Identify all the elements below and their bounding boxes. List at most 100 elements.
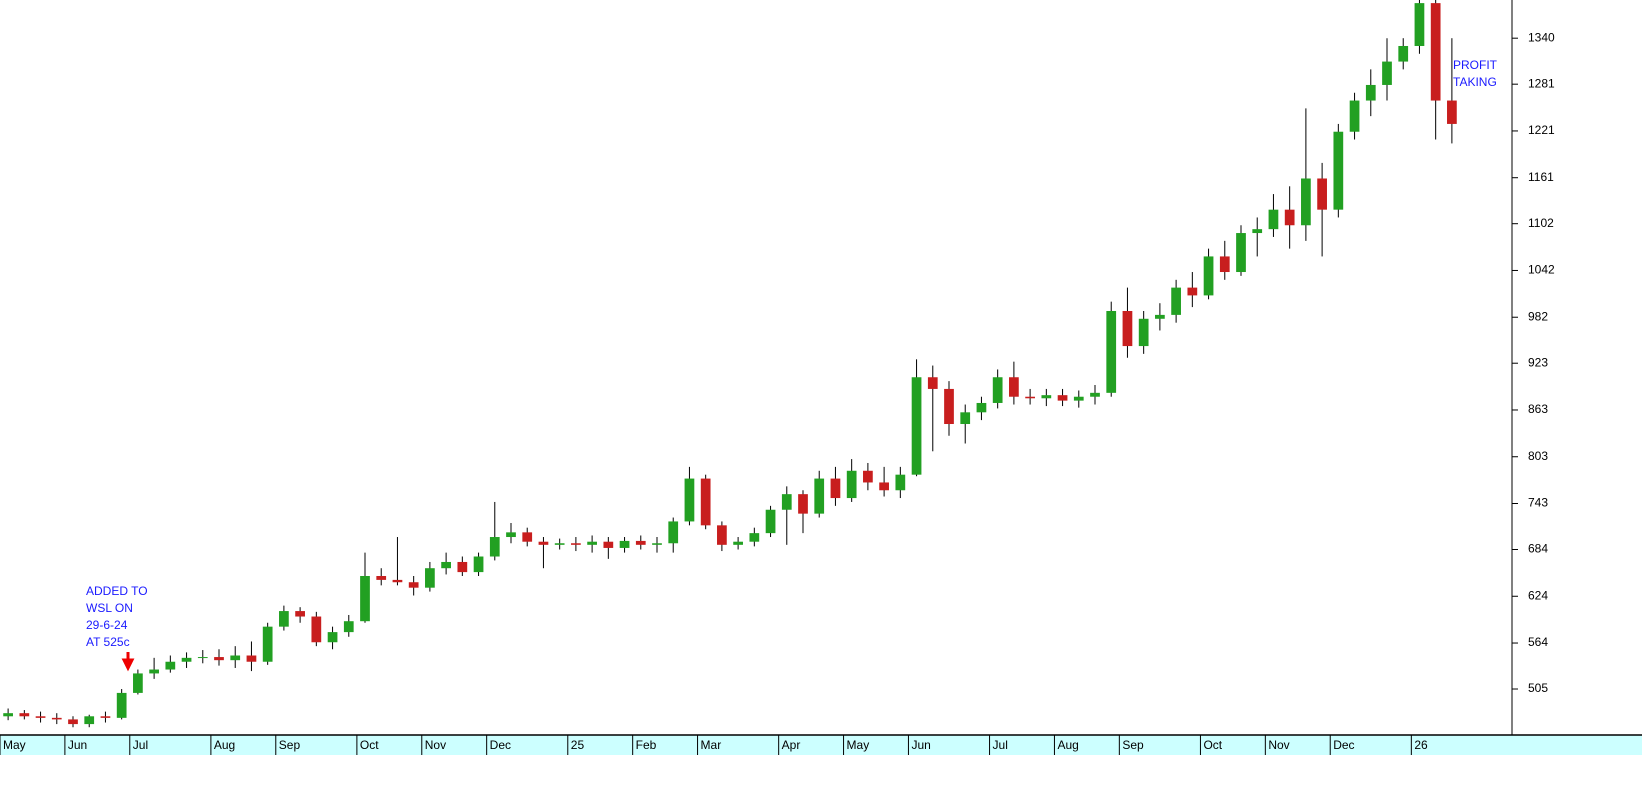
candle-body <box>814 478 825 514</box>
candle-body <box>538 541 549 545</box>
y-tick-label: 1042 <box>1528 263 1555 277</box>
candle-body <box>1155 314 1165 319</box>
y-tick-label: 1340 <box>1528 30 1555 44</box>
candle-body <box>230 655 241 661</box>
x-tick-label: 25 <box>571 738 585 752</box>
candle-body <box>1430 3 1441 101</box>
candle-body <box>35 716 46 718</box>
candle-body <box>457 561 468 573</box>
candle-body <box>1365 84 1376 101</box>
candle-body <box>749 533 760 542</box>
candle-body <box>1025 396 1035 399</box>
x-tick-label: Mar <box>701 738 722 752</box>
x-tick-label: Dec <box>1333 738 1354 752</box>
x-tick-label: Dec <box>490 738 511 752</box>
candle-body <box>376 575 387 580</box>
y-tick-label: 684 <box>1528 542 1548 556</box>
candle-body <box>1041 395 1052 399</box>
x-tick-label: Sep <box>1122 738 1144 752</box>
candle-body <box>295 611 305 617</box>
candle-body <box>1122 310 1133 347</box>
candle-body <box>895 474 906 491</box>
candle-body <box>19 713 30 717</box>
candle-body <box>1106 310 1117 393</box>
candle-body <box>944 388 954 425</box>
candle-body <box>1073 396 1084 401</box>
candle-body <box>311 616 322 643</box>
annotation: 29-6-24 <box>86 618 128 632</box>
x-tick-label: Jul <box>993 738 1008 752</box>
candle-body <box>214 657 224 661</box>
candle-body <box>1090 392 1100 397</box>
candle-body <box>197 657 208 659</box>
y-tick-label: 505 <box>1528 681 1548 695</box>
candle-body <box>116 692 127 718</box>
candle-body <box>3 713 13 717</box>
candle-body <box>100 716 111 718</box>
candle-body <box>360 575 370 622</box>
candle-body <box>1333 131 1344 210</box>
candle-body <box>1301 178 1311 226</box>
candle-body <box>733 541 743 545</box>
candle-body <box>1398 45 1409 62</box>
candle-body <box>635 540 646 545</box>
candle-body <box>879 482 889 491</box>
candle-body <box>1236 233 1246 273</box>
x-axis-band <box>0 735 1642 755</box>
x-tick-label: May <box>847 738 870 752</box>
y-tick-label: 1221 <box>1528 123 1555 137</box>
x-tick-label: Jun <box>68 738 87 752</box>
y-tick-label: 982 <box>1528 309 1548 323</box>
candle-body <box>587 541 597 545</box>
candle-body <box>279 611 289 627</box>
annotation: WSL ON <box>86 601 133 615</box>
candle-body <box>1187 287 1198 296</box>
candle-body <box>846 470 857 499</box>
candle-body <box>781 494 792 510</box>
candle-body <box>765 509 776 534</box>
candle-body <box>84 716 95 725</box>
candle-body <box>911 377 922 475</box>
candle-body <box>441 561 451 569</box>
candle-body <box>668 521 679 544</box>
candle-body <box>392 579 403 583</box>
candle-body <box>863 470 873 483</box>
candle-body <box>684 478 695 522</box>
y-tick-label: 1281 <box>1528 76 1555 90</box>
x-tick-label: Apr <box>782 738 801 752</box>
candle-body <box>603 541 614 548</box>
candle-body <box>1317 178 1327 210</box>
annotation: TAKING <box>1453 75 1497 89</box>
candle-body <box>1138 318 1149 347</box>
candle-body <box>181 657 192 662</box>
candle-body <box>717 525 727 545</box>
candle-body <box>51 717 62 720</box>
candle-body <box>1009 377 1019 397</box>
candle-body <box>798 494 808 514</box>
candle-body <box>149 669 159 674</box>
candle-body <box>976 402 987 413</box>
y-tick-label: 923 <box>1528 355 1548 369</box>
y-tick-label: 1102 <box>1528 216 1554 230</box>
x-tick-label: Nov <box>425 738 446 752</box>
candle-body <box>1414 3 1425 46</box>
x-tick-label: Aug <box>1057 738 1078 752</box>
candle-body <box>1268 209 1279 230</box>
candle-body <box>68 719 78 725</box>
x-tick-label: Jun <box>911 738 930 752</box>
x-tick-label: Jul <box>133 738 148 752</box>
x-tick-label: Aug <box>214 738 235 752</box>
candle-body <box>408 582 419 588</box>
candle-body <box>1252 229 1263 234</box>
x-tick-label: Feb <box>636 738 657 752</box>
candle-body <box>1203 256 1214 296</box>
candle-body <box>473 556 484 573</box>
x-tick-label: Oct <box>1203 738 1222 752</box>
y-tick-label: 803 <box>1528 449 1548 463</box>
candle-body <box>522 532 533 542</box>
candle-body <box>246 655 257 662</box>
candle-body <box>165 661 176 670</box>
y-tick-label: 863 <box>1528 402 1548 416</box>
